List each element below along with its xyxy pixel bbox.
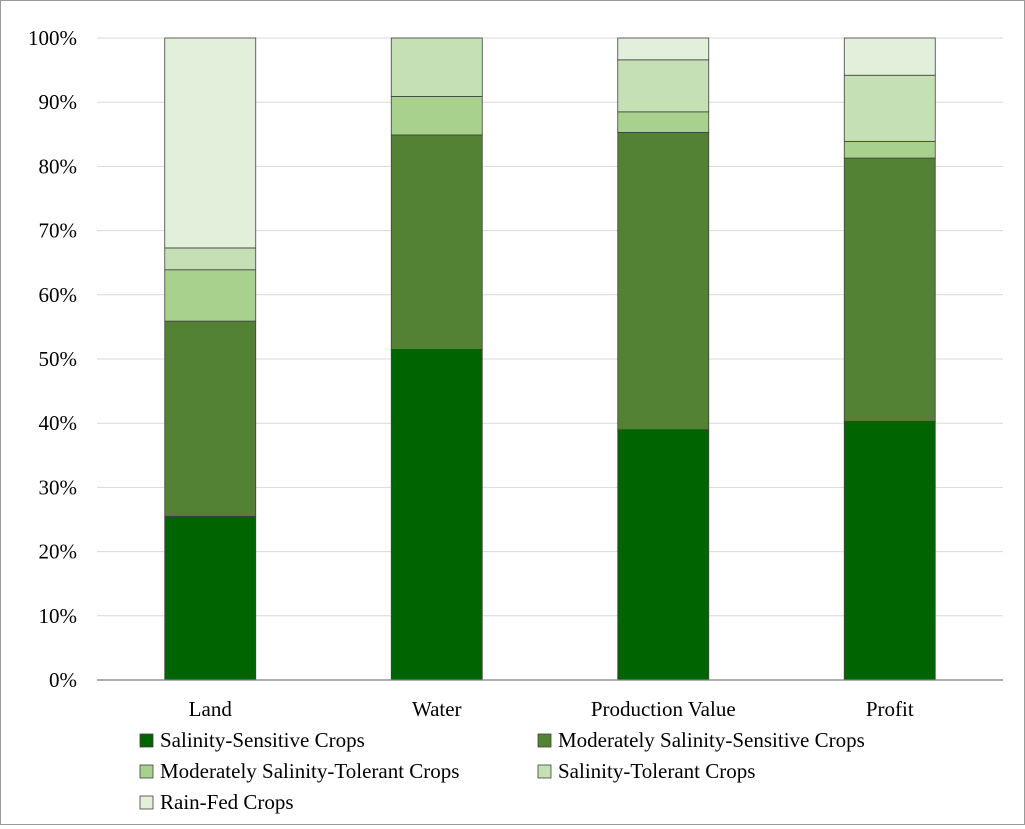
y-tick-label: 30%: [39, 475, 78, 499]
x-category-label: Water: [412, 697, 462, 721]
bar-segment: [843, 37, 936, 76]
legend-swatch: [139, 795, 154, 810]
x-category-label: Production Value: [591, 697, 736, 721]
bar-segment: [164, 269, 257, 322]
y-tick-label: 50%: [39, 347, 78, 371]
y-tick-label: 80%: [39, 154, 78, 178]
y-tick-label: 100%: [28, 26, 77, 50]
legend-swatch: [537, 764, 552, 779]
legend-label: Moderately Salinity-Tolerant Crops: [160, 759, 459, 783]
bar-segment: [164, 247, 257, 271]
bar-segment: [164, 320, 257, 517]
legend-label: Rain-Fed Crops: [160, 790, 294, 814]
bar-segment: [617, 37, 710, 61]
bar-segment: [390, 96, 483, 136]
legend: Salinity-Sensitive Crops Moderately Salin…: [139, 728, 865, 814]
bar-segment: [390, 134, 483, 350]
bar-segment: [164, 37, 257, 249]
x-category-label: Profit: [866, 697, 914, 721]
bars: [164, 37, 936, 681]
bar-segment: [617, 59, 710, 113]
bar-segment: [390, 348, 483, 681]
y-tick-label: 70%: [39, 219, 78, 243]
y-tick-label: 10%: [39, 604, 78, 628]
legend-label: Moderately Salinity-Sensitive Crops: [558, 728, 865, 752]
bar-segment: [843, 140, 936, 159]
y-tick-label: 40%: [39, 411, 78, 435]
bar-segment: [843, 420, 936, 681]
bar-segment: [617, 429, 710, 681]
legend-swatch: [139, 733, 154, 748]
bar-segment: [843, 157, 936, 422]
legend-label: Salinity-Sensitive Crops: [160, 728, 365, 752]
bar-segment: [390, 37, 483, 97]
y-tick-label: 60%: [39, 283, 78, 307]
bar-segment: [617, 131, 710, 431]
y-tick-label: 90%: [39, 90, 78, 114]
legend-swatch: [139, 764, 154, 779]
legend-label: Salinity-Tolerant Crops: [558, 759, 755, 783]
y-tick-label: 0%: [49, 668, 77, 692]
x-category-labels: Land Water Production Value Profit: [189, 697, 914, 721]
bar-segment: [617, 111, 710, 133]
y-tick-label: 20%: [39, 540, 78, 564]
bar-segment: [843, 74, 936, 142]
x-category-label: Land: [189, 697, 233, 721]
legend-swatch: [537, 733, 552, 748]
bar-segment: [164, 515, 257, 681]
y-tick-labels: 0% 10% 20% 30% 40% 50% 60% 70% 80% 90% 100%: [28, 26, 77, 692]
